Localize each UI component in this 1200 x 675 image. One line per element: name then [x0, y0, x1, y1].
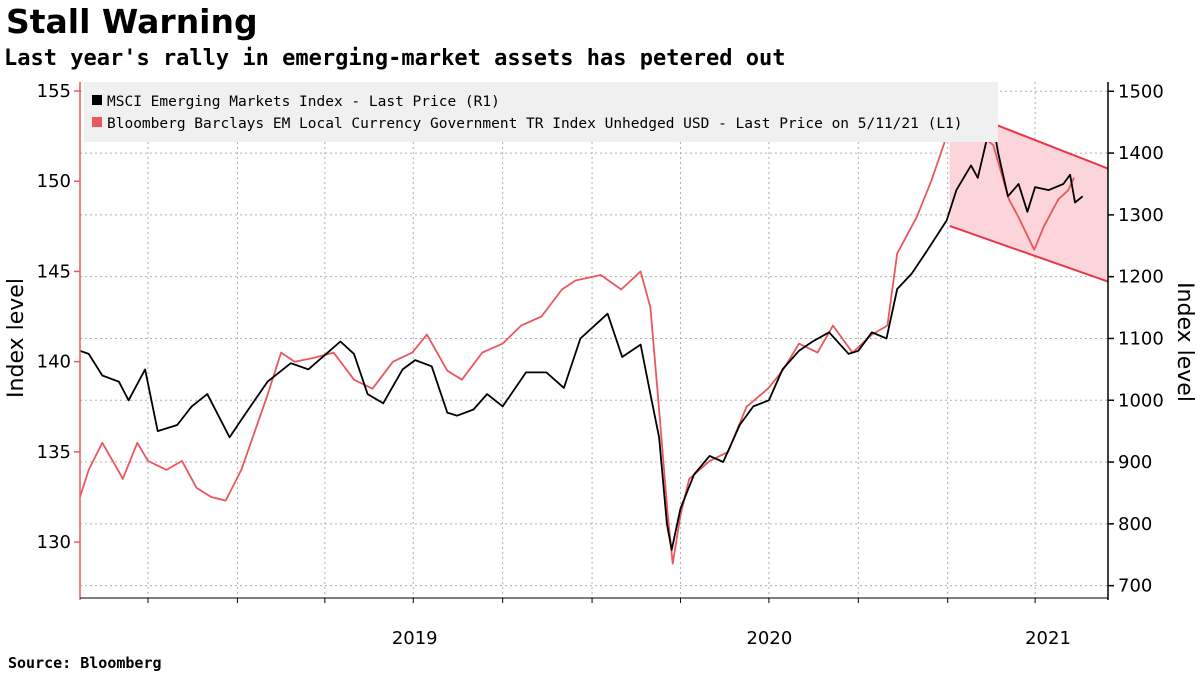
left-axis-tick-label: 135 — [37, 442, 71, 463]
source-note: Source: Bloomberg — [8, 654, 162, 672]
series-layer — [79, 124, 1084, 565]
left-axis-tick-label: 145 — [37, 261, 71, 282]
x-axis-tick-label: 2019 — [392, 628, 438, 649]
right-axis-tick-label: 900 — [1118, 452, 1152, 473]
right-axis-tick-label: 1000 — [1118, 390, 1164, 411]
chart-subtitle: Last year's rally in emerging-market ass… — [4, 46, 786, 71]
left-axis-tick-label: 155 — [37, 81, 71, 102]
channel-lower-line — [949, 225, 1109, 283]
chart-title: Stall Warning — [6, 2, 258, 41]
channel-band — [949, 106, 1108, 282]
right-axis-tick-label: 1200 — [1118, 267, 1164, 288]
x-axis-tick-label: 2020 — [746, 628, 792, 649]
legend-swatch-msci — [92, 95, 102, 105]
right-axis-tick-label: 1500 — [1118, 81, 1164, 102]
series-line-msci — [79, 124, 1084, 551]
right-axis-tick-label: 1400 — [1118, 143, 1164, 164]
right-axis-tick-label: 1300 — [1118, 205, 1164, 226]
right-axis-tick-label: 700 — [1118, 576, 1152, 597]
legend-label-msci: MSCI Emerging Markets Index - Last Price… — [107, 94, 500, 110]
series-line-bloomberg — [79, 126, 1075, 565]
left-axis-tick-label: 150 — [37, 171, 71, 192]
legend-label-bloomberg: Bloomberg Barclays EM Local Currency Gov… — [107, 116, 963, 132]
x-axis-tick-label: 2021 — [1025, 628, 1071, 649]
legend-background — [84, 82, 998, 142]
right-axis-title: Index level — [1172, 282, 1197, 402]
right-axis-tick-label: 800 — [1118, 514, 1152, 535]
axis-layer: 130 135 140 145 150 155 700 800 900 1000 1100 1200 1… — [37, 81, 1164, 649]
left-axis-title: Index level — [4, 278, 29, 398]
legend-swatch-bloomberg — [92, 117, 102, 127]
right-axis-tick-label: 1100 — [1118, 328, 1164, 349]
left-axis-tick-label: 130 — [37, 532, 71, 553]
chart-legend: MSCI Emerging Markets Index - Last Price… — [84, 82, 998, 142]
left-axis-tick-label: 140 — [37, 352, 71, 373]
